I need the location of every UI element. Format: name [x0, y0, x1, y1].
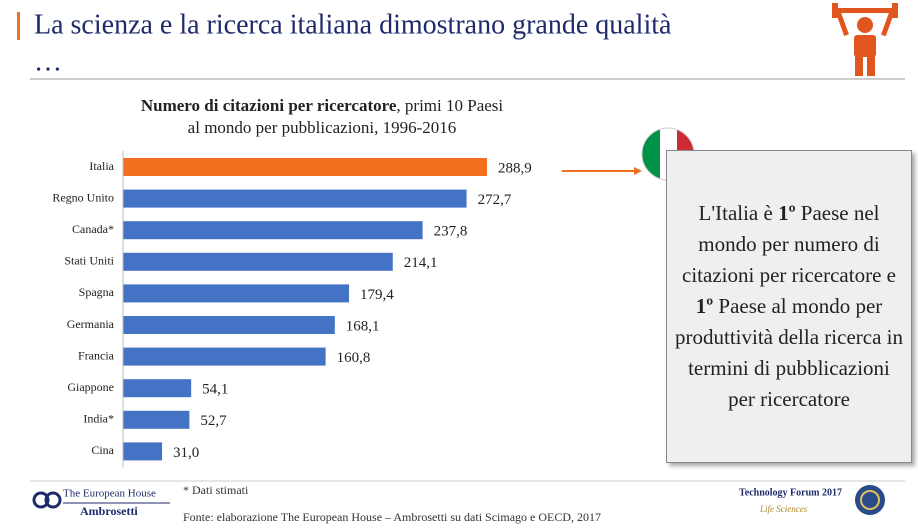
category-label: Canada*: [72, 222, 114, 236]
chart-title: Numero di citazioni per ricercatore, pri…: [141, 96, 504, 115]
bar: [123, 158, 487, 176]
slide-title: …: [34, 46, 62, 77]
bar: [123, 284, 350, 303]
value-label: 214,1: [404, 255, 438, 271]
callout-rank: 1º: [778, 201, 796, 225]
value-label: 31,0: [173, 445, 199, 461]
callout-text: L'Italia è 1º Paese nel mondo per numero…: [673, 198, 905, 415]
callout-segment: Paese al mondo per produttività della ri…: [675, 294, 903, 411]
bar: [123, 410, 190, 429]
slide-title: La scienza e la ricerca italiana dimostr…: [34, 9, 672, 40]
bars: Italia 288,9 Regno Unito 272,7 Canada* 237,8 S…: [52, 151, 532, 468]
source: Fonte: elaborazione The European House –…: [183, 510, 601, 524]
category-label: Stati Uniti: [64, 254, 114, 268]
chart-subtitle: , primi 10 Paesi: [396, 96, 503, 115]
logo-left: The European House Technology Forum 2017…: [32, 488, 170, 518]
value-label: 288,9: [498, 160, 532, 176]
arrow-head: [634, 167, 642, 175]
category-label: Francia: [78, 348, 115, 362]
category-label: Cina: [91, 443, 114, 457]
value-label: 179,4: [360, 287, 394, 303]
footnote: * Dati stimati: [183, 483, 249, 497]
category-label: Germania: [67, 317, 115, 331]
category-label: India*: [83, 412, 114, 426]
category-label: Regno Unito: [52, 190, 114, 204]
chart-title-bold: Numero di citazioni per ricercatore: [141, 96, 397, 115]
lifter-icon: [832, 3, 898, 76]
chart-subtitle: al mondo per pubblicazioni, 1996-2016: [188, 118, 457, 137]
logo-text: Technology Forum 2017: [739, 487, 842, 498]
title-accent: [17, 12, 20, 40]
bar: [123, 316, 335, 334]
category-label: Spagna: [79, 285, 115, 299]
value-label: 272,7: [478, 192, 512, 208]
callout-segment: L'Italia è: [698, 201, 779, 225]
value-label: 237,8: [434, 224, 468, 240]
logo-text: The European House: [63, 488, 156, 500]
bar: [123, 347, 326, 366]
bar: [123, 442, 163, 461]
callout-rank: 1º: [695, 294, 714, 318]
value-label: 52,7: [200, 413, 227, 429]
logo-text: Ambrosetti: [80, 504, 138, 518]
category-label: Italia: [89, 159, 114, 173]
bar: [123, 252, 393, 271]
value-label: 168,1: [346, 318, 380, 334]
callout: L'Italia è 1º Paese nel mondo per numero…: [666, 150, 912, 463]
value-label: 54,1: [202, 382, 228, 398]
callout-segment: Paese nel mondo per numero di citazioni …: [682, 201, 896, 287]
value-label: 160,8: [337, 350, 371, 366]
bar: [123, 189, 467, 208]
logo-right: Technology Forum 2017 Life Sciences: [739, 485, 885, 515]
category-label: Giappone: [67, 380, 114, 394]
bar: [123, 379, 192, 398]
bar: [123, 221, 423, 240]
logo-text: Life Sciences: [759, 504, 808, 514]
